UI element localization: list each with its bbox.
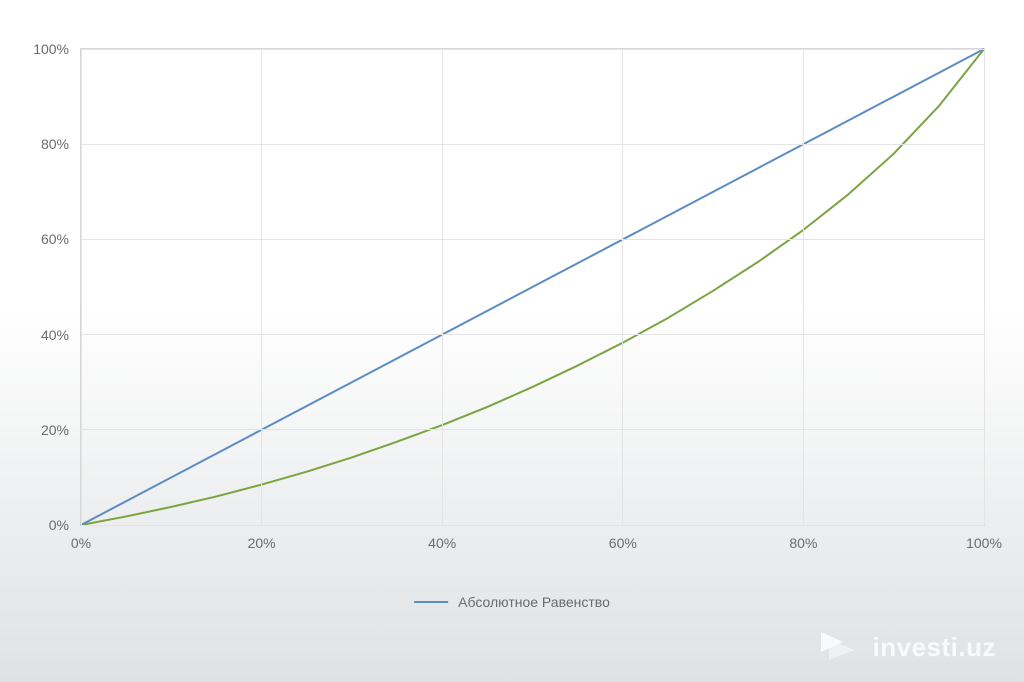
x-tick-label: 60% [609,535,637,551]
gridline-horizontal [81,49,984,50]
gridline-vertical [261,49,262,525]
watermark-text: investi.uz [873,632,996,663]
gridline-vertical [81,49,82,525]
plot-area: 0%20%40%60%80%100%0%20%40%60%80%100% [80,48,985,526]
gridline-horizontal [81,429,984,430]
gridline-vertical [622,49,623,525]
legend-label: Абсолютное Равенство [458,594,610,610]
gridline-vertical [984,49,985,525]
gridline-vertical [442,49,443,525]
gridline-horizontal [81,525,984,526]
y-tick-label: 60% [41,231,69,247]
y-tick-label: 40% [41,327,69,343]
legend-swatch [414,601,448,603]
y-tick-label: 100% [33,41,69,57]
y-tick-label: 80% [41,136,69,152]
legend: Абсолютное Равенство [414,594,610,610]
watermark: investi.uz [821,630,996,664]
x-tick-label: 0% [71,535,91,551]
x-tick-label: 100% [966,535,1002,551]
play-stack-icon [821,630,863,664]
x-tick-label: 40% [428,535,456,551]
y-tick-label: 0% [49,517,69,533]
gridline-horizontal [81,144,984,145]
series-equality-line [81,49,984,525]
y-tick-label: 20% [41,422,69,438]
x-tick-label: 20% [248,535,276,551]
gridline-vertical [803,49,804,525]
gridline-horizontal [81,239,984,240]
x-tick-label: 80% [789,535,817,551]
gridline-horizontal [81,334,984,335]
chart-lines [81,49,984,525]
chart-canvas: 0%20%40%60%80%100%0%20%40%60%80%100% Абс… [0,0,1024,682]
